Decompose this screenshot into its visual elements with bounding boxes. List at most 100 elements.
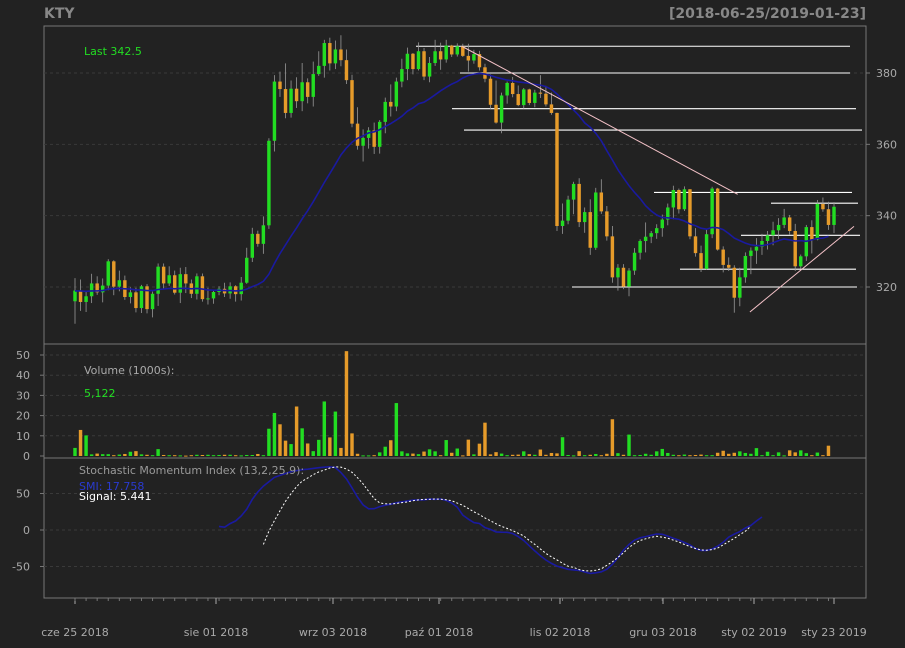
- candle-body: [560, 220, 565, 227]
- volume-bar: [161, 454, 166, 456]
- candle-body: [671, 189, 676, 208]
- candle-body: [610, 236, 615, 278]
- volume-bar: [499, 453, 504, 456]
- volume-bar: [627, 434, 631, 456]
- volume-bar: [328, 437, 332, 456]
- candle-body: [438, 51, 443, 60]
- smi-panel-frame: [43, 457, 867, 599]
- candle-body: [782, 217, 786, 225]
- volume-bar: [749, 453, 753, 456]
- volume-bar: [195, 454, 199, 456]
- volume-bar: [145, 454, 149, 456]
- price-tick-label: 320: [876, 281, 897, 294]
- volume-bar: [222, 454, 227, 456]
- candle-body: [411, 53, 415, 70]
- volume-bar: [150, 455, 155, 457]
- volume-bar: [588, 454, 592, 456]
- candle-body: [355, 123, 360, 146]
- volume-bar: [416, 454, 421, 456]
- volume-bar: [305, 443, 310, 456]
- volume-bar: [688, 455, 692, 457]
- signal-line: [262, 466, 752, 572]
- candle-body: [832, 206, 836, 225]
- volume-bar: [466, 439, 471, 456]
- candle-body: [89, 283, 94, 297]
- volume-bar: [267, 428, 271, 456]
- volume-bar: [444, 440, 448, 456]
- candle-body: [605, 211, 609, 237]
- volume-bar: [571, 455, 576, 457]
- volume-bar: [682, 454, 687, 456]
- candle-body: [765, 235, 770, 241]
- candle-body: [361, 137, 365, 146]
- candle-body: [305, 82, 310, 97]
- volume-bar: [538, 449, 543, 456]
- volume-bar: [217, 454, 221, 456]
- candle-body: [544, 93, 548, 105]
- volume-bar: [566, 454, 570, 456]
- candle-body: [754, 246, 759, 251]
- volume-bar: [206, 454, 210, 456]
- volume-bar: [488, 454, 493, 456]
- candle-body: [666, 207, 670, 220]
- candle-body: [771, 230, 775, 236]
- candle-body: [134, 292, 138, 309]
- trend-line: [461, 45, 738, 195]
- candle-body: [715, 188, 720, 250]
- volume-bar: [549, 452, 554, 456]
- volume-bar: [765, 451, 770, 456]
- volume-bar: [139, 454, 144, 456]
- volume-bar: [228, 454, 232, 456]
- candle-body: [621, 267, 626, 287]
- candle-body: [472, 54, 476, 61]
- candle-body: [787, 217, 792, 232]
- volume-bar: [173, 455, 177, 457]
- volume-bar: [106, 454, 110, 456]
- x-date-label: sty 23 2019: [801, 626, 867, 639]
- candle-body: [582, 212, 587, 223]
- volume-tick-label: 20: [16, 410, 30, 423]
- volume-bar: [754, 448, 759, 456]
- smi-tick-label: -50: [12, 561, 30, 574]
- volume-bar: [256, 453, 260, 456]
- volume-bar: [793, 452, 797, 456]
- candle-body: [150, 293, 155, 310]
- volume-bar: [427, 449, 432, 456]
- candle-body: [433, 51, 437, 64]
- signal-value: Signal: 5.441: [79, 490, 151, 503]
- candle-body: [821, 203, 825, 210]
- volume-bar: [100, 454, 105, 456]
- last-price-label: Last 342.5: [84, 45, 142, 58]
- volume-bar: [438, 455, 443, 457]
- candle-body: [245, 257, 249, 283]
- volume-bar: [377, 452, 382, 456]
- volume-bar: [704, 455, 709, 457]
- volume-bar: [411, 453, 415, 456]
- trend-line: [749, 225, 855, 313]
- candle-body: [366, 130, 371, 138]
- candle-body: [383, 101, 387, 122]
- candle-body: [178, 274, 182, 293]
- candle-body: [283, 89, 288, 113]
- volume-bar: [394, 403, 399, 456]
- candle-body: [339, 49, 343, 61]
- candle-body: [73, 290, 77, 302]
- volume-bar: [522, 451, 526, 456]
- candle-body: [810, 227, 814, 240]
- candle-body: [206, 298, 210, 300]
- candle-body: [78, 290, 83, 302]
- candle-body: [533, 92, 537, 103]
- volume-bars: [73, 351, 831, 457]
- volume-bar: [577, 451, 581, 456]
- ma-line: [75, 72, 829, 293]
- volume-bar: [782, 455, 786, 457]
- candle-body: [799, 256, 803, 267]
- x-date-label: cze 25 2018: [41, 626, 109, 639]
- volume-bar: [693, 454, 698, 456]
- candle-body: [394, 81, 399, 107]
- volume-bar: [123, 453, 127, 456]
- volume-bar: [610, 419, 615, 456]
